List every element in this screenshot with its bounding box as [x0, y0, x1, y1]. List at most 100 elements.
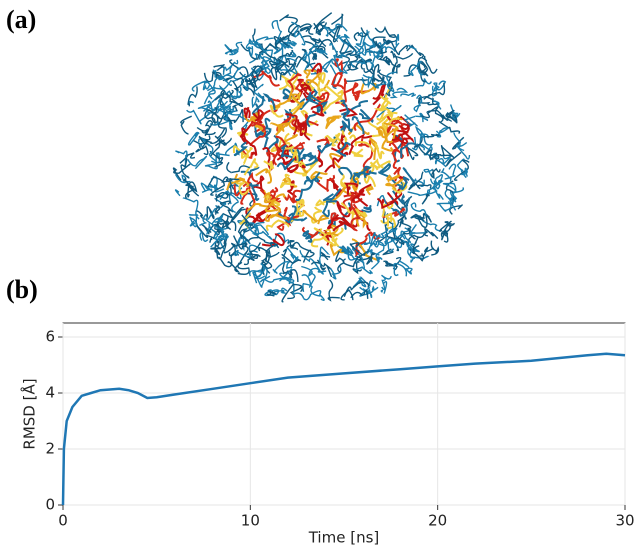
strand [335, 141, 351, 157]
strand [417, 212, 430, 229]
strand [201, 120, 214, 137]
strand [380, 289, 384, 293]
strand [280, 144, 293, 159]
strand [372, 63, 380, 82]
strand [249, 182, 260, 201]
strand [398, 176, 410, 191]
strand [392, 197, 411, 217]
strand [369, 227, 389, 246]
strand [339, 172, 350, 189]
x-tick-label: 0 [58, 512, 68, 530]
strand [180, 157, 190, 179]
panel-label: (a) [6, 5, 36, 34]
strand [436, 202, 452, 212]
strand [205, 207, 228, 230]
strand [172, 163, 191, 181]
strand [218, 218, 237, 232]
strand [382, 56, 391, 66]
strand [393, 33, 400, 52]
strand [350, 148, 364, 158]
strand [335, 250, 345, 274]
strand [370, 256, 383, 270]
strand [316, 136, 330, 146]
strand [421, 106, 439, 119]
strand [328, 23, 348, 35]
strand [439, 220, 452, 232]
strand [303, 290, 325, 301]
strand [251, 95, 260, 109]
strand [434, 109, 452, 123]
strand [363, 233, 381, 247]
strand [242, 171, 258, 188]
strand [449, 204, 463, 215]
strand [329, 266, 342, 280]
strand [291, 205, 308, 222]
data-line [61, 352, 626, 506]
strand [382, 281, 388, 294]
strand [416, 65, 429, 76]
strand [322, 188, 342, 203]
strand [285, 113, 298, 136]
strand [456, 158, 467, 179]
strand [300, 109, 318, 126]
strand [444, 163, 457, 180]
strand [232, 145, 250, 166]
strand [395, 116, 411, 127]
strand [302, 230, 312, 238]
strand [231, 98, 244, 112]
strand [329, 42, 347, 59]
strand [201, 81, 211, 91]
strand [352, 170, 377, 184]
strand [399, 142, 419, 158]
strand [233, 67, 246, 80]
strand [214, 128, 227, 146]
strand [229, 86, 243, 100]
strand [322, 25, 332, 37]
strand [311, 52, 317, 61]
strand [353, 27, 370, 42]
strand [382, 248, 394, 256]
strand [214, 107, 233, 125]
strand [440, 229, 449, 243]
strand [229, 41, 243, 56]
strand [199, 231, 203, 241]
strand [277, 123, 285, 133]
strand [295, 48, 307, 68]
strand [340, 289, 354, 301]
y-tick-label: 0 [45, 496, 55, 514]
strand [393, 262, 408, 277]
strand [249, 65, 264, 86]
strand [218, 65, 234, 81]
strand [391, 128, 415, 144]
strand [400, 227, 409, 240]
strand [275, 34, 289, 46]
strand [264, 213, 288, 222]
strand [327, 279, 340, 302]
y-axis-label: RMSD [Å] [20, 378, 39, 449]
strand [449, 104, 461, 121]
strand [310, 227, 326, 248]
strand [203, 89, 216, 105]
strand [273, 36, 290, 49]
strand [432, 179, 444, 190]
strand [227, 251, 248, 273]
strand [384, 222, 398, 245]
strand [377, 162, 392, 179]
strand [392, 122, 410, 141]
strand [398, 259, 413, 275]
strand [301, 265, 324, 277]
strand [381, 117, 400, 134]
strand [299, 83, 312, 92]
strand [456, 144, 471, 160]
strand [289, 189, 302, 204]
strand [413, 133, 440, 148]
strand [453, 132, 468, 147]
strand [242, 137, 258, 156]
strand [331, 72, 345, 90]
strand [349, 134, 375, 153]
strand [354, 208, 368, 218]
strand [340, 120, 353, 133]
strand [340, 99, 350, 119]
strand [408, 171, 424, 191]
strand [319, 246, 330, 266]
